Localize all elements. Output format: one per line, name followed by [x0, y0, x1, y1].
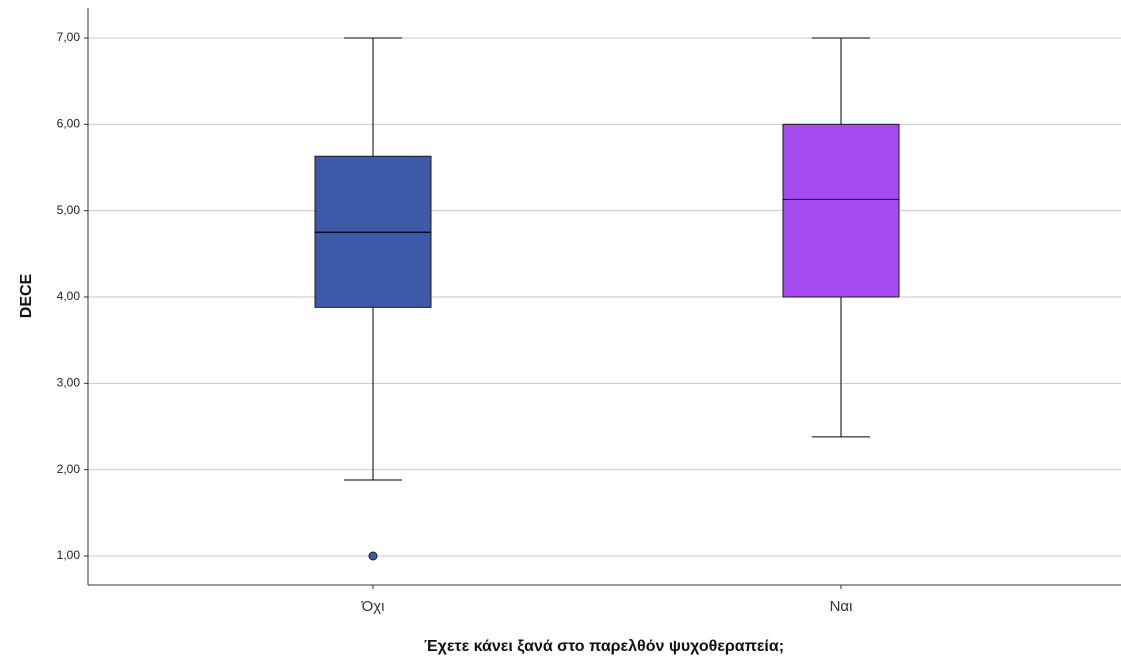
- y-tick-label: 5,00: [57, 203, 81, 217]
- outlier-point: [368, 551, 378, 561]
- box-iqr: [782, 123, 900, 298]
- grid-lines: [88, 37, 1121, 557]
- x-category-label: Ναι: [830, 598, 853, 615]
- box-group: [314, 37, 432, 561]
- y-axis-title: DECE: [18, 273, 35, 318]
- y-tick-label: 4,00: [57, 289, 81, 303]
- x-axis-title: Έχετε κάνει ξανά στο παρελθόν ψυχοθεραπε…: [424, 638, 784, 655]
- box-group: [782, 37, 900, 438]
- y-tick-label: 3,00: [57, 376, 81, 390]
- y-tick-label: 7,00: [57, 30, 81, 44]
- y-tick-label: 1,00: [57, 548, 81, 562]
- boxes: [314, 37, 900, 561]
- y-tick-label: 2,00: [57, 462, 81, 476]
- y-tick-labels: 1,00 2,00 3,00 4,00 5,00 6,00 7,00: [57, 30, 88, 562]
- y-tick-label: 6,00: [57, 117, 81, 131]
- x-category-label: Όχι: [361, 598, 385, 615]
- x-category-labels: Όχι Ναι: [361, 585, 853, 615]
